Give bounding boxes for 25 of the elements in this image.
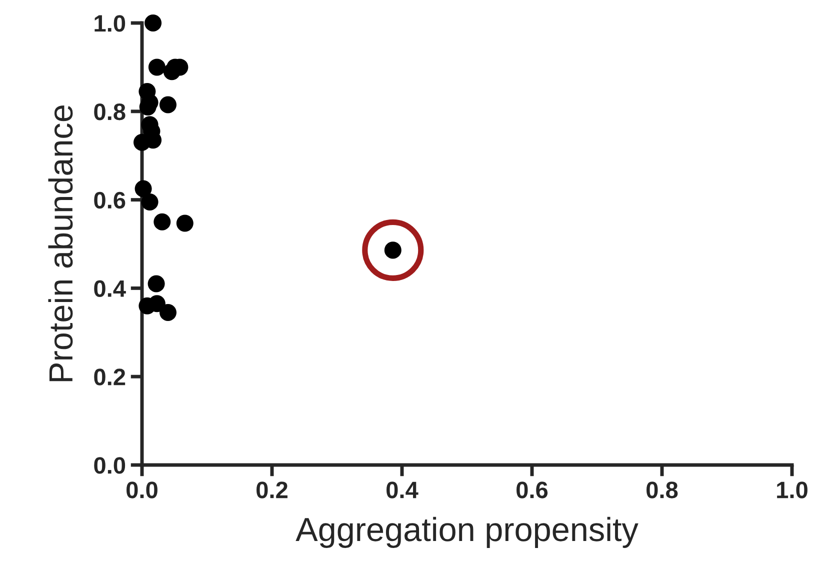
y-tick-label: 0.6 bbox=[94, 192, 126, 209]
point bbox=[133, 134, 151, 151]
point bbox=[163, 63, 180, 80]
y-tick-label: 0.0 bbox=[94, 457, 126, 474]
y-tick-label: 0.4 bbox=[94, 280, 126, 297]
x-axis-title: Aggregation propensity bbox=[296, 516, 638, 548]
y-axis-title: Protein abundance bbox=[48, 106, 73, 382]
y-tick-label: 0.8 bbox=[94, 103, 126, 120]
x-tick-label: 0.2 bbox=[256, 482, 288, 498]
x-tick-label: 0.0 bbox=[126, 482, 158, 498]
point bbox=[154, 213, 171, 230]
y-tick-label: 0.2 bbox=[94, 368, 126, 386]
point bbox=[159, 96, 177, 114]
point bbox=[148, 58, 166, 76]
x-tick-label: 0.6 bbox=[516, 482, 548, 498]
x-tick-label: 0.4 bbox=[386, 482, 418, 498]
point bbox=[148, 275, 165, 292]
point bbox=[176, 214, 194, 232]
x-tick-label: 0.8 bbox=[646, 482, 678, 498]
point bbox=[159, 304, 177, 322]
point bbox=[144, 14, 162, 32]
x-tick-label: 1.0 bbox=[777, 482, 808, 498]
y-tick-label: 1.0 bbox=[94, 15, 126, 32]
point bbox=[141, 194, 158, 211]
point bbox=[134, 180, 152, 198]
